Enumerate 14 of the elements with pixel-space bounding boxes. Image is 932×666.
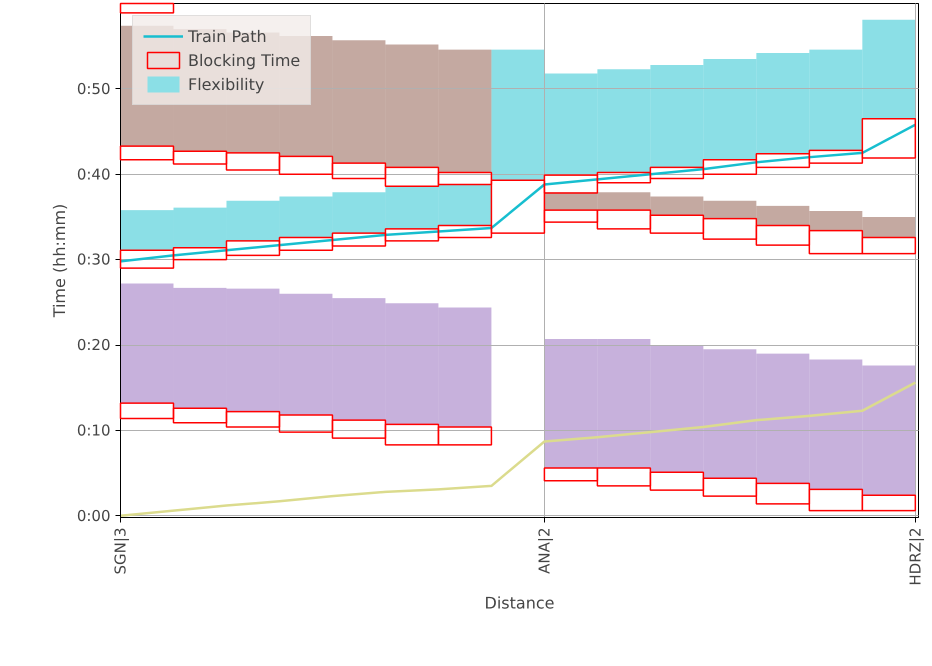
y-tick-label: 0:30 xyxy=(76,250,111,269)
legend-label: Flexibility xyxy=(188,74,264,94)
y-axis-title: Time (hh:mm) xyxy=(50,204,69,318)
y-tick-label: 0:20 xyxy=(76,336,111,354)
y-tick-label: 0:10 xyxy=(76,421,111,440)
x-tick-label: HDRZ|2 xyxy=(906,528,924,586)
x-tick-label: SGN|3 xyxy=(112,527,130,574)
x-axis-title: Distance xyxy=(484,594,554,613)
y-tick-label: 0:50 xyxy=(76,80,111,98)
legend-label: Train Path xyxy=(188,26,267,46)
x-tick-label: ANA|2 xyxy=(535,527,554,574)
y-tick-label: 0:40 xyxy=(76,165,111,184)
legend-label: Blocking Time xyxy=(188,50,300,70)
y-tick-label: 0:00 xyxy=(76,506,111,525)
